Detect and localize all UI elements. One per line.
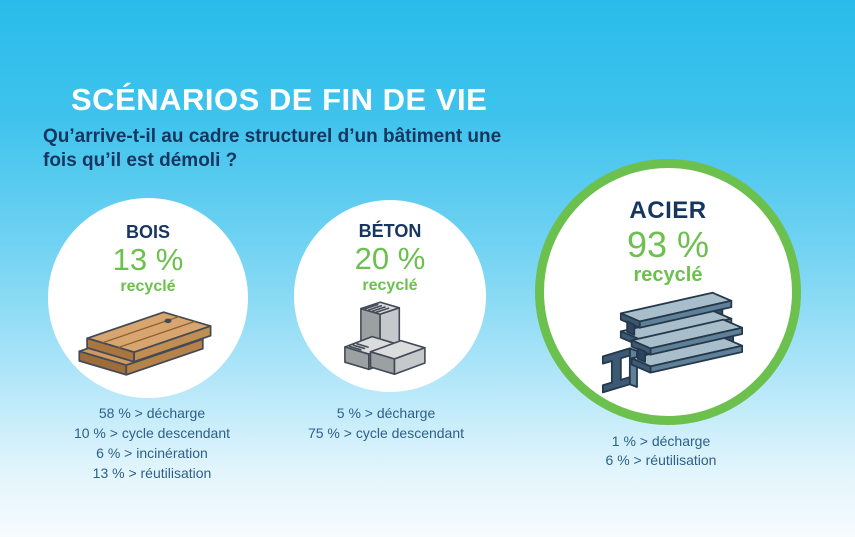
breakdown-line: 6 % > réutilisation xyxy=(605,452,717,468)
breakdown-line: 5 % > décharge xyxy=(336,405,436,421)
recycled-label: recyclé xyxy=(120,278,176,295)
breakdown-line: 10 % > cycle descendant xyxy=(73,425,231,441)
breakdown-line: 6 % > incinération xyxy=(96,445,208,461)
breakdown-line: 58 % > décharge xyxy=(98,405,206,421)
concrete-blocks-icon xyxy=(343,301,426,375)
recycled-percent: 13 % xyxy=(112,242,184,277)
breakdown-list-acier: 1 % > décharge 6 % > réutilisation xyxy=(531,432,791,470)
material-name: ACIER xyxy=(629,197,707,224)
steel-beams-icon xyxy=(601,291,743,394)
recycled-percent: 20 % xyxy=(354,241,426,276)
material-name: BÉTON xyxy=(358,221,422,241)
breakdown-line: 1 % > décharge xyxy=(611,433,711,449)
recycled-label: recyclé xyxy=(362,277,418,294)
breakdown-list-bois: 58 % > décharge 10 % > cycle descendant … xyxy=(22,403,282,483)
breakdown-list-beton: 5 % > décharge 75 % > cycle descendant xyxy=(256,403,516,443)
breakdown-line: 75 % > cycle descendant xyxy=(307,425,465,441)
material-card-bois: BOIS 13 % recyclé xyxy=(48,198,248,398)
page-title: SCÉNARIOS DE FIN DE VIE xyxy=(71,82,488,117)
material-card-acier: ACIER 93 % recyclé xyxy=(535,159,801,425)
page-subtitle: Qu’arrive-t-il au cadre structurel d’un … xyxy=(43,126,502,171)
material-card-beton: BÉTON 20 % recyclé xyxy=(294,200,486,392)
recycled-percent: 93 % xyxy=(626,224,710,265)
recycled-label: recyclé xyxy=(633,264,703,286)
wood-planks-icon xyxy=(78,311,212,376)
material-name: BOIS xyxy=(125,222,170,242)
breakdown-line: 13 % > réutilisation xyxy=(92,465,212,481)
